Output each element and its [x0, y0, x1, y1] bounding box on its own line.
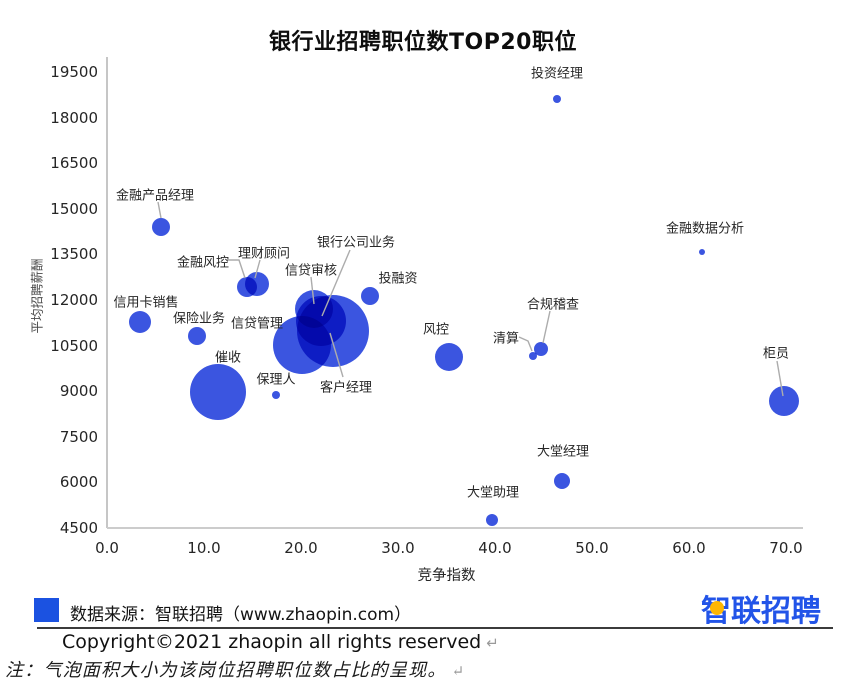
x-tick-label: 30.0 — [381, 539, 415, 557]
chart-bubble — [533, 341, 548, 356]
y-tick-label: 19500 — [50, 63, 98, 81]
chart-point-label: 投融资 — [378, 271, 418, 287]
y-tick-label: 6000 — [59, 473, 98, 492]
note-text: 注：气泡面积大小为该岗位招聘职位数占比的呈现。 ↵ — [5, 656, 464, 682]
paragraph-return-icon: ↵ — [451, 662, 465, 680]
chart-point-label: 催收 — [214, 350, 242, 366]
copyright-label: Copyright©2021 zhaopin all rights reserv… — [62, 631, 482, 653]
leader-line — [254, 259, 261, 279]
chart-bubble — [271, 390, 280, 399]
copyright-text: Copyright©2021 zhaopin all rights reserv… — [62, 631, 499, 653]
chart-point-label: 清算 — [492, 331, 520, 347]
chart-point-label: 风控 — [422, 322, 450, 338]
y-tick-label: 7500 — [59, 427, 98, 446]
x-tick-label: 0.0 — [95, 539, 119, 557]
data-source-text: 数据来源：智联招聘（www.zhaopin.com） — [70, 605, 412, 625]
zhaopin-logo: 智联招聘 — [701, 586, 821, 630]
x-tick-label: 40.0 — [478, 539, 512, 557]
legend-swatch — [34, 598, 59, 622]
chart-bubble — [297, 295, 369, 367]
y-tick-label: 10500 — [50, 336, 98, 355]
chart-point-label: 投资经理 — [530, 66, 584, 82]
x-axis-title: 竞争指数 — [417, 568, 476, 584]
chart-bubble — [553, 472, 570, 489]
logo-yellow-dot-icon — [710, 601, 724, 615]
chart-bubble — [360, 287, 379, 306]
chart-bubble — [553, 95, 562, 104]
x-tick-label: 10.0 — [187, 539, 221, 557]
chart-point-label: 信用卡销售 — [113, 295, 179, 311]
y-tick-label: 12000 — [50, 291, 98, 309]
chart-point-label: 信贷审核 — [284, 263, 338, 279]
leader-line — [310, 276, 315, 305]
chart-point-label: 大堂经理 — [536, 444, 590, 460]
leader-line — [157, 201, 162, 219]
x-tick-label: 50.0 — [575, 539, 609, 557]
chart-bubble — [486, 514, 499, 527]
chart-bubble — [245, 271, 270, 296]
chart-point-label: 金融数据分析 — [665, 221, 745, 237]
leader-line — [329, 332, 344, 378]
chart-bubble — [435, 343, 464, 372]
y-tick-label: 16500 — [50, 154, 98, 173]
chart-point-label: 金融风控 — [176, 255, 230, 271]
chart-bubble — [189, 364, 246, 421]
chart-title: 银行业招聘职位数TOP20职位 — [269, 30, 577, 55]
chart-bubble — [188, 326, 207, 345]
leader-line — [542, 310, 551, 344]
chart-point-label: 大堂助理 — [466, 485, 520, 501]
y-tick-label: 9000 — [59, 382, 98, 401]
x-axis-line — [107, 527, 803, 529]
leader-line — [518, 336, 533, 352]
y-tick-label: 13500 — [50, 245, 98, 264]
chart-point-label: 保险业务 — [172, 311, 226, 327]
chart-bubble — [769, 385, 800, 416]
footer-divider — [37, 627, 833, 629]
chart-point-label: 信贷管理 — [230, 316, 284, 332]
chart-point-label: 银行公司业务 — [316, 235, 396, 251]
chart-point-label: 合规稽查 — [526, 297, 580, 313]
leader-line — [776, 360, 784, 397]
chart-point-label: 金融产品经理 — [115, 188, 195, 204]
chart-point-label: 理财顾问 — [237, 246, 291, 262]
note-label: 注：气泡面积大小为该岗位招聘职位数占比的呈现。 — [5, 660, 447, 681]
y-axis-line — [106, 57, 108, 528]
chart-point-label: 柜员 — [762, 346, 790, 362]
y-tick-label: 4500 — [59, 519, 98, 537]
chart-bubble — [128, 310, 151, 333]
chart-point-label: 客户经理 — [319, 380, 373, 396]
chart-point-label: 保理人 — [256, 372, 296, 388]
leader-line — [321, 249, 351, 317]
x-tick-label: 20.0 — [284, 539, 318, 557]
chart-bubble — [528, 351, 537, 360]
y-tick-label: 15000 — [50, 199, 98, 218]
chart-bubble — [698, 248, 705, 255]
y-tick-label: 18000 — [50, 108, 98, 127]
chart-bubble — [152, 218, 171, 237]
x-tick-label: 70.0 — [769, 539, 803, 557]
leader-line — [227, 259, 246, 279]
paragraph-return-icon: ↵ — [486, 634, 499, 652]
x-tick-label: 60.0 — [672, 539, 706, 557]
